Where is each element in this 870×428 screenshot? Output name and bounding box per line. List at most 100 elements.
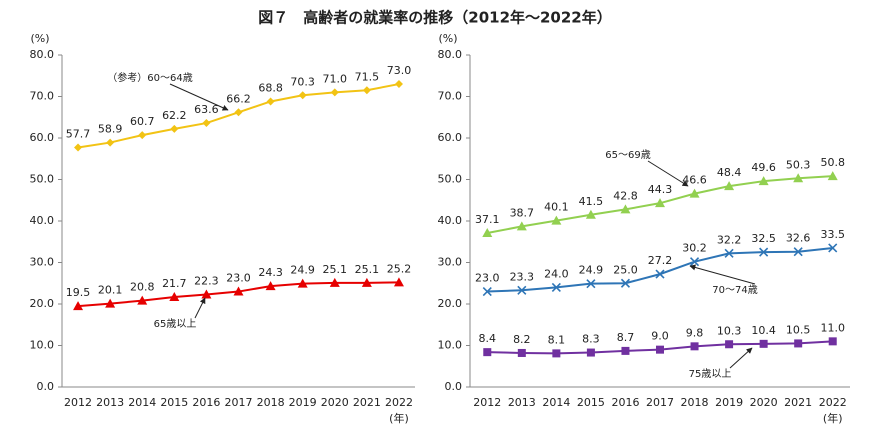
point [793,173,804,183]
data-label: 73.0 [387,64,412,77]
point [793,247,803,257]
annotation-arrow [194,297,206,319]
y-tick-label: 50.0 [438,173,463,186]
data-label: 66.2 [226,92,251,105]
point [690,342,699,351]
point [329,277,340,287]
point [759,339,768,348]
data-label: 40.1 [544,201,569,214]
data-label: 32.5 [751,232,776,245]
data-label: 50.3 [786,158,811,171]
x-tick-label: 2018 [257,396,285,409]
data-label: 8.1 [548,333,566,346]
data-label: 32.6 [786,232,811,245]
data-label: 32.2 [717,233,742,246]
data-label: 24.0 [544,267,569,280]
y-tick-label: 0.0 [37,380,55,393]
point [330,88,339,97]
point [105,298,116,308]
data-label: 24.9 [579,264,604,277]
series-label: 65歳以上 [154,318,197,330]
point [621,346,630,355]
data-label: 23.0 [475,272,500,285]
series-label: 70～74歳 [712,284,757,296]
point [586,279,596,289]
y-tick-label: 60.0 [30,131,55,144]
series-label: （参考）60～64歳 [107,71,192,84]
x-tick-label: 2012 [64,396,92,409]
data-label: 8.2 [513,333,531,346]
data-label: 19.5 [66,286,91,299]
x-tick-label: 2020 [321,396,349,409]
data-label: 22.3 [194,274,219,287]
data-label: 23.3 [510,270,535,283]
data-label: 20.1 [98,284,123,297]
x-tick-label: 2018 [681,396,709,409]
point [758,176,769,186]
point [655,198,665,208]
point [551,215,562,225]
data-label: 8.7 [617,331,635,344]
point [265,281,276,291]
y-tick-label: 0.0 [445,380,463,393]
x-tick-label: 2020 [750,396,778,409]
point [620,278,631,288]
point [724,248,734,258]
data-label: 24.3 [258,266,283,279]
x-tick-label: 2019 [289,396,317,409]
data-label: 44.3 [648,183,673,196]
point [394,80,403,89]
point [137,295,148,305]
x-tick-label: 2017 [225,396,253,409]
x-tick-label: 2013 [96,396,124,409]
y-tick-label: 40.0 [30,214,55,227]
point [517,348,526,357]
data-label: 8.4 [479,332,497,345]
y-tick-label: 80.0 [438,48,463,61]
point [483,348,492,357]
point [266,97,275,106]
x-tick-label: 2014 [128,396,156,409]
point [202,119,211,128]
x-tick-label: 2015 [577,396,605,409]
point [586,348,595,357]
point [298,91,307,100]
data-label: 8.3 [582,333,600,346]
x-tick-label: 2021 [784,396,812,409]
y-unit: (%) [438,32,457,45]
point [656,345,664,354]
series-label: 75歳以上 [689,368,732,380]
x-unit: (年) [823,411,843,425]
y-tick-label: 70.0 [438,90,463,103]
point [482,228,493,238]
point [362,86,371,95]
point [169,291,180,301]
y-tick-label: 60.0 [438,131,463,144]
y-tick-label: 30.0 [438,256,463,269]
y-tick-label: 20.0 [438,297,463,310]
point [759,247,769,257]
data-label: 71.5 [355,70,380,83]
point [73,301,84,311]
annotation-arrow [647,160,689,187]
data-label: 50.8 [820,156,845,169]
x-tick-label: 2012 [473,396,501,409]
data-label: 24.9 [290,264,315,277]
data-label: 30.2 [682,242,707,255]
data-label: 33.5 [820,228,845,241]
point [794,339,803,348]
point [517,285,527,295]
point [201,289,212,299]
data-label: 58.9 [98,123,123,136]
x-tick-label: 2022 [819,396,847,409]
point [74,143,83,152]
y-tick-label: 80.0 [30,48,55,61]
x-tick-label: 2017 [646,396,674,409]
point [689,188,700,198]
series-label: 65～69歳 [605,149,650,161]
data-label: 41.5 [579,195,604,208]
data-label: 63.6 [194,103,219,116]
point [234,108,243,117]
y-tick-label: 70.0 [30,90,55,103]
